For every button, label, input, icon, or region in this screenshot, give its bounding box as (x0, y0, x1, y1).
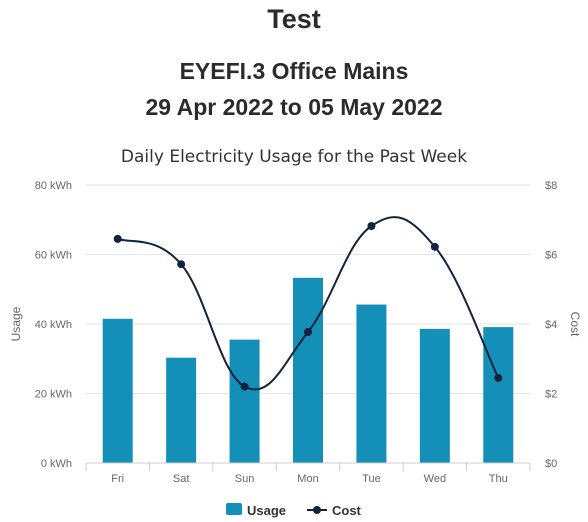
left-tick-label: 40 kWh (35, 319, 72, 331)
x-axis-labels: Fri Sat Sun Mon Tue Wed Thu (111, 473, 507, 485)
cost-points (113, 222, 503, 391)
report-title: Test (267, 4, 321, 34)
usage-bar-mon[interactable] (293, 277, 323, 463)
x-tick-label: Mon (297, 473, 318, 485)
gridlines (86, 184, 530, 394)
cost-point-sun[interactable] (240, 382, 249, 391)
x-tick-label: Tue (362, 473, 381, 485)
legend-usage-swatch (226, 503, 242, 515)
x-axis-tick-marks (85, 463, 531, 471)
legend-cost-label: Cost (332, 503, 362, 518)
left-tick-label: 80 kWh (35, 180, 72, 192)
right-tick-label: $6 (545, 250, 557, 262)
report-date-range: 29 Apr 2022 to 05 May 2022 (145, 94, 443, 120)
cost-point-fri[interactable] (113, 234, 122, 243)
legend-item-cost[interactable]: Cost (307, 503, 362, 518)
left-tick-label: 20 kWh (35, 389, 72, 401)
chart-title: Daily Electricity Usage for the Past Wee… (121, 147, 467, 167)
x-tick-label: Thu (489, 473, 508, 485)
legend-usage-label: Usage (247, 503, 286, 518)
right-axis-title: Cost (568, 312, 582, 337)
cost-point-tue[interactable] (367, 222, 376, 231)
cost-point-sat[interactable] (177, 260, 186, 269)
x-tick-label: Sun (235, 473, 255, 485)
x-tick-label: Sat (173, 473, 190, 485)
right-tick-label: $8 (545, 180, 557, 192)
legend[interactable]: Usage Cost (226, 503, 362, 518)
cost-point-thu[interactable] (494, 373, 503, 382)
usage-bar-sun[interactable] (229, 339, 260, 463)
usage-bar-tue[interactable] (356, 304, 387, 463)
usage-bars (102, 277, 514, 463)
right-axis-ticks: $0 $2 $4 $6 $8 (545, 180, 557, 470)
left-tick-label: 0 kWh (41, 458, 72, 470)
usage-bar-wed[interactable] (419, 328, 450, 463)
x-tick-label: Fri (111, 473, 124, 485)
right-tick-label: $4 (545, 319, 557, 331)
right-tick-label: $2 (545, 389, 557, 401)
legend-item-usage[interactable]: Usage (226, 503, 286, 518)
usage-bar-fri[interactable] (102, 318, 133, 463)
left-axis-title: Usage (9, 306, 23, 341)
cost-point-mon[interactable] (304, 327, 312, 336)
report-subtitle: EYEFI.3 Office Mains (179, 58, 409, 84)
left-axis-ticks: 0 kWh 20 kWh 40 kWh 60 kWh 80 kWh (35, 180, 72, 470)
left-tick-label: 60 kWh (35, 250, 72, 262)
cost-point-wed[interactable] (430, 242, 439, 251)
usage-bar-thu[interactable] (483, 327, 514, 463)
usage-bar-sat[interactable] (166, 357, 197, 463)
x-tick-label: Wed (424, 473, 446, 485)
right-tick-label: $0 (545, 458, 557, 470)
legend-cost-marker (313, 506, 321, 514)
